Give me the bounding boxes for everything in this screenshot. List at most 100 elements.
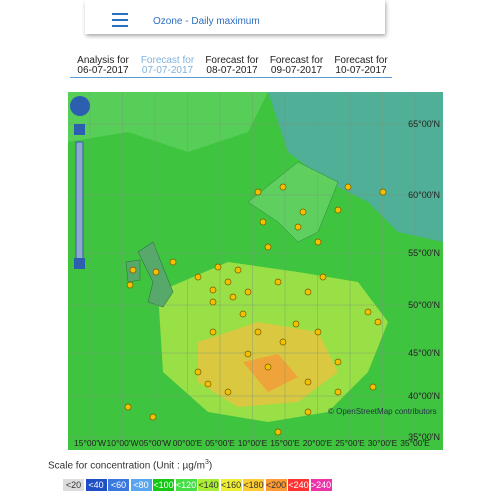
british-isles xyxy=(125,241,174,308)
tab-line2: 10-07-2017 xyxy=(335,65,387,76)
lat-label: 50°00'N xyxy=(408,300,440,310)
map[interactable]: © OpenStreetMap contributors 65°00'N 60°0… xyxy=(68,92,443,450)
legend-item: <180 xyxy=(242,478,265,492)
station-marker[interactable] xyxy=(319,273,327,281)
station-marker[interactable] xyxy=(279,338,287,346)
tab-line2: 07-07-2017 xyxy=(141,65,194,76)
tab-line1: Forecast for xyxy=(334,55,388,66)
station-marker[interactable] xyxy=(264,363,272,371)
station-marker[interactable] xyxy=(254,188,262,196)
station-marker[interactable] xyxy=(279,183,287,191)
legend-item: <80 xyxy=(129,478,153,492)
legend-title-sup: 3 xyxy=(204,459,209,466)
station-marker[interactable] xyxy=(194,368,202,376)
station-marker[interactable] xyxy=(239,310,247,318)
lat-label: 40°00'N xyxy=(408,391,440,401)
tab-line2: 06-07-2017 xyxy=(77,65,129,76)
station-marker[interactable] xyxy=(364,308,372,316)
station-marker[interactable] xyxy=(314,328,322,336)
scandinavia xyxy=(247,161,339,243)
station-marker[interactable] xyxy=(209,286,217,294)
lon-label: 25°00'E xyxy=(335,438,365,448)
legend-item: <140 xyxy=(197,478,220,492)
station-marker[interactable] xyxy=(209,298,217,306)
tab[interactable]: Analysis for 06-07-2017 xyxy=(70,56,136,76)
tab-line1: Forecast for xyxy=(205,55,259,66)
station-marker[interactable] xyxy=(259,218,267,226)
station-marker[interactable] xyxy=(124,403,132,411)
legend-item: <120 xyxy=(174,478,198,492)
menu-button[interactable] xyxy=(112,13,128,31)
lon-label: 10°00'W xyxy=(107,438,139,448)
lon-label: 00°00'E xyxy=(173,438,203,448)
station-marker[interactable] xyxy=(129,266,137,274)
legend-title-end: ) xyxy=(208,460,213,472)
tab-underline xyxy=(70,77,392,78)
station-marker[interactable] xyxy=(294,223,302,231)
lon-label: 35°00'E xyxy=(400,438,430,448)
legend-item: <240 xyxy=(287,478,310,492)
station-marker[interactable] xyxy=(149,413,157,421)
zoom-control[interactable] xyxy=(70,96,90,269)
station-marker[interactable] xyxy=(344,183,352,191)
station-marker[interactable] xyxy=(334,206,342,214)
station-markers xyxy=(124,183,387,436)
station-marker[interactable] xyxy=(244,350,252,358)
station-marker[interactable] xyxy=(334,358,342,366)
lon-label: 30°00'E xyxy=(368,438,398,448)
station-marker[interactable] xyxy=(224,388,232,396)
station-marker[interactable] xyxy=(229,293,237,301)
lon-label: 05°00'E xyxy=(205,438,235,448)
station-marker[interactable] xyxy=(204,380,212,388)
graticule xyxy=(68,92,443,450)
station-marker[interactable] xyxy=(264,243,272,251)
legend-item: <20 xyxy=(62,478,85,492)
station-marker[interactable] xyxy=(304,408,312,416)
station-marker[interactable] xyxy=(304,378,312,386)
station-marker[interactable] xyxy=(169,258,177,266)
station-marker[interactable] xyxy=(234,266,242,274)
station-marker[interactable] xyxy=(244,288,252,296)
station-marker[interactable] xyxy=(274,278,282,286)
station-marker[interactable] xyxy=(374,318,382,326)
lon-label: 20°00'E xyxy=(303,438,333,448)
lat-label: 45°00'N xyxy=(408,348,440,358)
station-marker[interactable] xyxy=(209,328,217,336)
station-marker[interactable] xyxy=(152,268,160,276)
tab-line1: Analysis for xyxy=(77,55,129,66)
attribution: © OpenStreetMap contributors xyxy=(328,407,437,416)
station-marker[interactable] xyxy=(274,428,282,436)
tab-line2: 08-07-2017 xyxy=(206,65,258,76)
lon-label: 15°00'W xyxy=(74,438,106,448)
legend-item: <160 xyxy=(219,478,243,492)
tab[interactable]: Forecast for 09-07-2017 xyxy=(264,56,330,76)
lat-label: 35°00'N xyxy=(408,432,440,442)
station-marker[interactable] xyxy=(334,388,342,396)
station-marker[interactable] xyxy=(304,288,312,296)
legend-item: <200 xyxy=(264,478,288,492)
orange-core xyxy=(243,354,298,392)
lon-label: 05°00'W xyxy=(139,438,171,448)
tab[interactable]: Forecast for 08-07-2017 xyxy=(199,56,265,76)
tab[interactable]: Forecast for 10-07-2017 xyxy=(328,56,394,76)
tab-line1: Forecast for xyxy=(140,55,195,66)
legend-item: <100 xyxy=(152,478,175,492)
light-region xyxy=(68,92,268,152)
station-marker[interactable] xyxy=(214,263,222,271)
station-marker[interactable] xyxy=(292,320,300,328)
lon-label: 15°00'E xyxy=(270,438,300,448)
station-marker[interactable] xyxy=(126,281,134,289)
station-marker[interactable] xyxy=(194,273,202,281)
station-marker[interactable] xyxy=(224,278,232,286)
header-title: Ozone - Daily maximum xyxy=(153,16,260,27)
station-marker[interactable] xyxy=(379,188,387,196)
legend-item: >240 xyxy=(309,478,333,492)
station-marker[interactable] xyxy=(314,238,322,246)
tab[interactable]: Forecast for 07-07-2017 xyxy=(135,56,201,76)
lat-label: 60°00'N xyxy=(408,190,440,200)
station-marker[interactable] xyxy=(299,208,307,216)
station-marker[interactable] xyxy=(369,383,377,391)
station-marker[interactable] xyxy=(254,328,262,336)
legend-title-text: Scale for concentration (Unit : µg/m xyxy=(48,460,205,472)
